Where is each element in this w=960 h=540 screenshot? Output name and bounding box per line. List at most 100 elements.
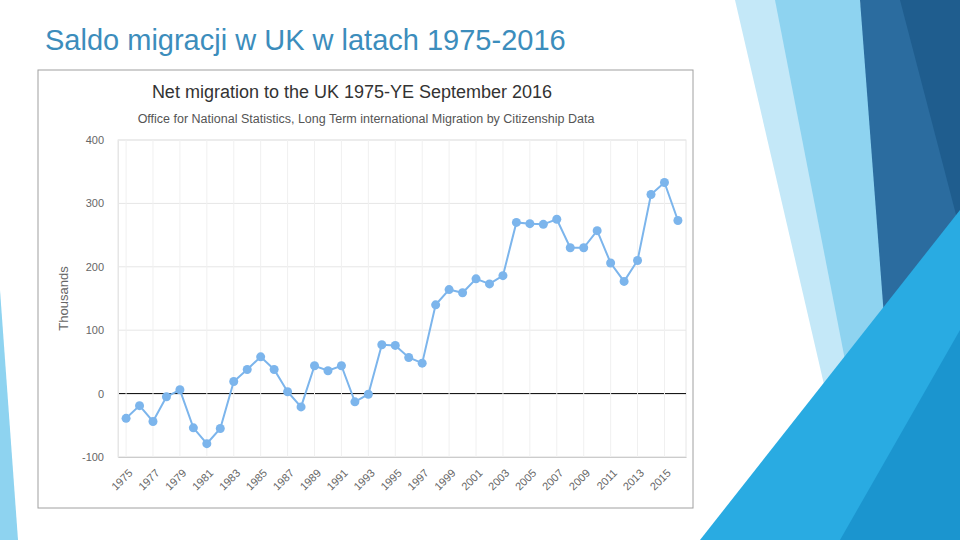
grid-line-x [395, 140, 396, 457]
x-tick-label: 1999 [432, 467, 458, 493]
data-point [660, 178, 669, 187]
data-point [673, 216, 682, 225]
x-tick-label: 2005 [513, 467, 539, 493]
data-point [377, 340, 386, 349]
data-point [162, 392, 171, 401]
x-tick: 2007 [540, 457, 566, 492]
y-tick-label: 200 [86, 261, 104, 273]
y-axis-line [118, 141, 119, 458]
data-point [202, 439, 211, 448]
data-point [310, 361, 319, 370]
y-tick: 400 [86, 134, 118, 146]
data-point [606, 258, 615, 267]
decoration [0, 0, 960, 540]
x-tick-label: 2003 [486, 467, 512, 493]
data-point [243, 365, 252, 374]
grid-line-x [368, 140, 369, 457]
grid-line-x [502, 140, 503, 457]
data-point [404, 353, 413, 362]
grid-line-x [341, 140, 342, 457]
data-point [135, 401, 144, 410]
slide: Saldo migracji w UK w latach 1975-2016Ne… [0, 0, 960, 540]
decor-shape [900, 0, 960, 230]
grid-line-x [233, 140, 234, 457]
data-point [337, 361, 346, 370]
x-tick: 1989 [297, 457, 323, 492]
x-tick-label: 1995 [378, 467, 404, 493]
x-axis-line [119, 457, 687, 458]
y-tick-label: 300 [86, 197, 104, 209]
data-point [539, 220, 548, 229]
data-point [350, 397, 359, 406]
y-axis-title: Thousands [56, 266, 71, 331]
grid-line-x [314, 140, 315, 457]
x-tick-label: 2011 [594, 467, 619, 492]
grid-line-y [118, 140, 686, 141]
grid-line-x [583, 140, 584, 457]
x-tick-label: 1985 [244, 467, 270, 493]
series-line [126, 182, 678, 443]
data-point [498, 271, 507, 280]
data-point [445, 285, 454, 294]
x-tick-label: 1981 [190, 467, 216, 493]
decor-shape [0, 290, 18, 540]
grid-line-x [206, 140, 207, 457]
x-tick-label: 1977 [136, 467, 162, 493]
x-tick-label: 2015 [647, 467, 673, 493]
x-tick-label: 1979 [163, 467, 189, 493]
grid-line-y [118, 330, 686, 331]
y-tick-label: 100 [86, 324, 104, 336]
x-tick: 2003 [486, 457, 512, 492]
grid-line-y [118, 203, 686, 204]
x-tick-label: 2001 [459, 467, 485, 493]
x-tick: 1983 [217, 457, 243, 492]
grid-line-y [118, 266, 686, 267]
data-point [633, 256, 642, 265]
x-tick: 2009 [567, 457, 593, 492]
x-tick: 1993 [351, 457, 377, 492]
x-tick: 2001 [459, 457, 485, 492]
x-tick: 2013 [620, 457, 646, 492]
x-tick: 1981 [190, 457, 216, 492]
y-tick: 0 [98, 388, 118, 400]
data-point [485, 279, 494, 288]
plot-marks [122, 178, 683, 448]
data-point [391, 341, 400, 350]
data-point [189, 423, 198, 432]
data-point [270, 365, 279, 374]
data-point [620, 277, 629, 286]
data-point [552, 215, 561, 224]
data-point [122, 414, 131, 423]
data-point [512, 218, 521, 227]
y-tick-label: -100 [82, 451, 104, 463]
data-point [256, 352, 265, 361]
data-point [647, 190, 656, 199]
y-axis: -100 0 100 200 300 400 [82, 134, 119, 463]
x-tick: 2005 [513, 457, 539, 492]
x-tick-label: 2013 [620, 467, 646, 493]
x-tick: 1987 [270, 457, 296, 492]
data-point [458, 288, 467, 297]
data-point [148, 417, 157, 426]
y-tick: 300 [86, 197, 118, 209]
x-tick: 1977 [136, 457, 162, 492]
grid-line-x [287, 140, 288, 457]
grid-line-x [449, 140, 450, 457]
x-tick: 1995 [378, 457, 404, 492]
y-tick: -100 [82, 451, 118, 463]
x-tick-label: 1991 [324, 467, 350, 493]
data-point [593, 226, 602, 235]
data-point [297, 402, 306, 411]
grid-line-x [422, 140, 423, 457]
x-tick-label: 1997 [405, 467, 431, 493]
grid-line-x [556, 140, 557, 457]
zero-line [118, 393, 686, 394]
grid [118, 140, 686, 457]
x-tick-label: 1989 [297, 467, 323, 493]
data-point [216, 424, 225, 433]
slide-title: Saldo migracji w UK w latach 1975-2016 [45, 24, 566, 56]
decor-shape [840, 330, 960, 540]
data-point [323, 366, 332, 375]
grid-line-x [610, 140, 611, 457]
data-point [579, 243, 588, 252]
